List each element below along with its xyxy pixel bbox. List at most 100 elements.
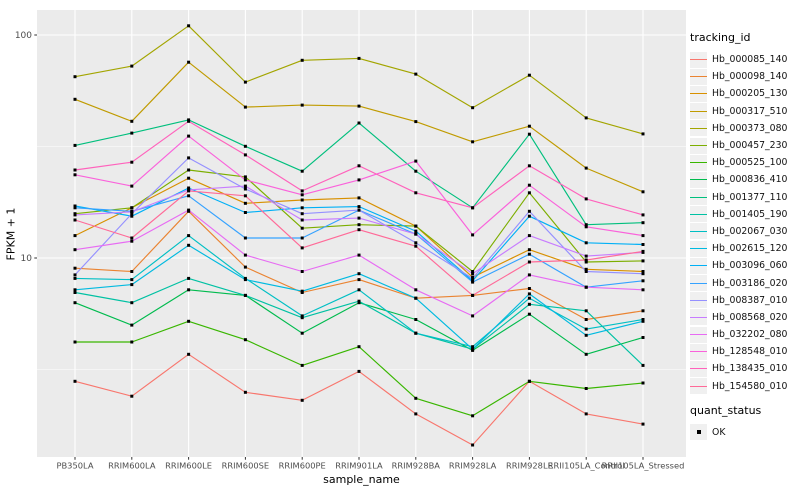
data-point	[414, 241, 418, 245]
data-point	[584, 267, 588, 271]
data-point	[130, 239, 134, 243]
x-axis-title: sample_name	[323, 473, 400, 486]
data-point	[471, 272, 475, 276]
legend-key-swatch	[690, 206, 707, 223]
data-point	[187, 352, 191, 356]
data-point	[414, 296, 418, 300]
data-point	[187, 243, 191, 247]
data-point	[73, 97, 77, 101]
legend-line-icon	[690, 248, 707, 250]
data-point	[357, 196, 361, 200]
data-point	[187, 276, 191, 280]
data-point	[300, 246, 304, 250]
legend-item-Hb_000836_410: Hb_000836_410	[690, 171, 800, 188]
data-point	[130, 206, 134, 210]
legend-key-swatch	[690, 51, 707, 68]
data-point	[130, 301, 134, 305]
data-point	[584, 333, 588, 337]
data-point	[187, 186, 191, 190]
legend-line-icon	[690, 265, 707, 267]
data-point	[243, 144, 247, 148]
data-point	[73, 206, 77, 210]
legend-line-icon	[690, 162, 707, 164]
data-point	[243, 153, 247, 157]
data-point	[187, 134, 191, 138]
legend-key-swatch	[690, 103, 707, 120]
data-point	[414, 331, 418, 335]
data-point	[300, 169, 304, 173]
data-point	[471, 270, 475, 273]
legend-item-label: OK	[712, 426, 726, 438]
legend-item-label: Hb_000457_230	[712, 140, 788, 152]
data-point	[641, 221, 645, 225]
legend-item-Hb_138435_010: Hb_138435_010	[690, 360, 800, 377]
data-point	[73, 234, 77, 238]
data-point	[300, 270, 304, 273]
data-point	[300, 331, 304, 335]
legend-item-label: Hb_008387_010	[712, 294, 788, 306]
legend-line-icon	[690, 368, 707, 370]
legend-item-Hb_032202_080: Hb_032202_080	[690, 326, 800, 343]
data-point	[130, 119, 134, 123]
data-point	[641, 272, 645, 276]
data-point	[357, 178, 361, 182]
data-point	[641, 318, 645, 321]
data-point	[187, 24, 191, 28]
data-point	[357, 345, 361, 349]
data-point	[243, 390, 247, 394]
data-point	[527, 302, 531, 306]
data-point	[527, 292, 531, 296]
quant-status-key	[690, 424, 707, 441]
data-point	[187, 176, 191, 180]
data-point	[300, 103, 304, 107]
legend-key-swatch	[690, 240, 707, 257]
data-point	[357, 369, 361, 373]
legend-item-label: Hb_002615_120	[712, 243, 788, 255]
data-point	[243, 201, 247, 205]
data-point	[300, 289, 304, 293]
data-point	[130, 340, 134, 344]
legend-item-Hb_000098_140: Hb_000098_140	[690, 68, 800, 85]
legend-item-Hb_008387_010: Hb_008387_010	[690, 292, 800, 309]
data-point	[414, 288, 418, 292]
data-point	[187, 194, 191, 198]
legend-key-swatch	[690, 223, 707, 240]
data-point	[584, 241, 588, 245]
legend-item-label: Hb_128548_010	[712, 346, 788, 358]
data-point	[527, 287, 531, 290]
data-point	[641, 363, 645, 367]
data-point	[300, 198, 304, 202]
data-point	[357, 299, 361, 303]
data-point	[471, 345, 475, 349]
legend-item-label: Hb_003096_060	[712, 260, 788, 272]
legend-line-icon	[690, 351, 707, 353]
data-point	[300, 314, 304, 318]
legend-item-label: Hb_000085_140	[712, 54, 788, 66]
legend-key-swatch	[690, 309, 707, 326]
data-point	[471, 206, 475, 210]
data-point	[641, 270, 645, 273]
data-point	[527, 73, 531, 77]
legend-key-swatch	[690, 343, 707, 360]
data-point	[73, 204, 77, 208]
legend-item-Hb_000205_130: Hb_000205_130	[690, 85, 800, 102]
data-point	[130, 323, 134, 327]
data-point	[300, 218, 304, 222]
data-point	[641, 288, 645, 292]
data-point	[471, 280, 475, 284]
data-point	[584, 254, 588, 258]
tracking-id-legend-items: Hb_000085_140 Hb_000098_140 Hb_000205_130 H…	[690, 51, 800, 395]
legend-item-Hb_008568_020: Hb_008568_020	[690, 309, 800, 326]
data-point	[357, 104, 361, 108]
data-point	[357, 228, 361, 232]
legend-line-icon	[690, 127, 707, 129]
legend-item-label: Hb_000098_140	[712, 71, 788, 83]
x-tick-label: RRIM600PE	[279, 461, 326, 471]
legend-line-icon	[690, 179, 707, 181]
legend-line-icon	[690, 316, 707, 318]
data-point	[73, 288, 77, 292]
data-point	[584, 166, 588, 170]
legend-item-Hb_003186_020: Hb_003186_020	[690, 274, 800, 292]
legend-line-icon	[690, 213, 707, 215]
legend-item-Hb_000085_140: Hb_000085_140	[690, 51, 800, 68]
